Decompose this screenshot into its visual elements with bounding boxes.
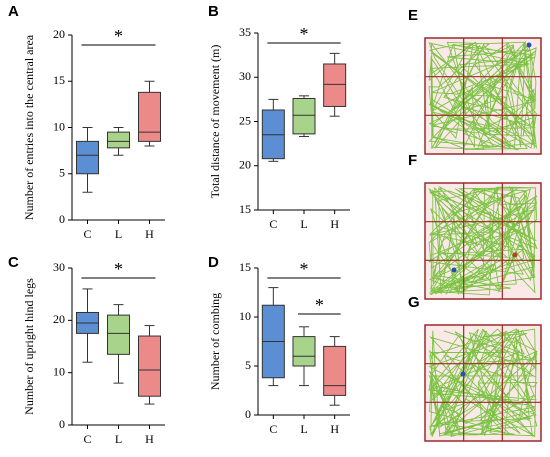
y-tick-label: 10: [53, 364, 65, 378]
x-tick-label: C: [83, 432, 91, 446]
y-tick-label: 20: [53, 27, 65, 41]
track-path: [428, 40, 538, 151]
x-tick-label: L: [115, 227, 122, 241]
y-tick-label: 15: [53, 73, 65, 87]
y-tick-label: 30: [239, 69, 251, 83]
box: [323, 63, 347, 107]
box: [323, 345, 347, 396]
box: [292, 97, 316, 135]
panel-label: C: [8, 254, 19, 271]
x-tick-label: H: [330, 217, 339, 231]
y-tick-label: 5: [59, 166, 65, 180]
y-tick-label: 5: [245, 358, 251, 372]
y-tick-label: 15: [239, 202, 251, 216]
y-tick-label: 20: [53, 312, 65, 326]
track-path: [427, 185, 538, 296]
x-tick-label: H: [145, 227, 154, 241]
y-tick-label: 0: [59, 212, 65, 226]
box: [138, 335, 161, 397]
y-tick-label: 10: [53, 119, 65, 133]
y-tick-label: 20: [239, 158, 251, 172]
y-tick-label: 15: [239, 260, 251, 274]
box: [76, 140, 99, 175]
y-axis-label: Number of upright hind legs: [22, 278, 36, 415]
significance-star: *: [300, 24, 309, 44]
y-axis-label: Number of entries into the central area: [22, 34, 36, 220]
y-tick-label: 30: [53, 260, 65, 274]
track-marker: [526, 42, 532, 48]
y-axis-label: Number of combing: [208, 293, 222, 390]
track-marker: [512, 252, 518, 258]
significance-star: *: [114, 26, 123, 46]
y-tick-label: 10: [239, 309, 251, 323]
box: [138, 91, 161, 142]
box: [107, 131, 130, 149]
significance-star: *: [114, 259, 123, 279]
y-tick-label: 0: [245, 407, 251, 421]
significance-star: *: [300, 259, 309, 279]
x-tick-label: C: [83, 227, 91, 241]
box: [292, 336, 316, 367]
y-tick-label: 25: [239, 113, 251, 127]
panel-label: E: [408, 7, 418, 24]
x-tick-label: L: [300, 217, 307, 231]
x-tick-label: C: [269, 217, 277, 231]
track-marker: [460, 371, 466, 377]
significance-star: *: [315, 295, 324, 315]
panel-label: D: [208, 254, 219, 271]
x-tick-label: C: [269, 422, 277, 436]
y-tick-label: 35: [239, 25, 251, 39]
panel-label: B: [208, 3, 219, 20]
panel-label: F: [408, 152, 417, 169]
y-tick-label: 0: [59, 417, 65, 431]
x-tick-label: L: [300, 422, 307, 436]
track-path: [428, 328, 538, 438]
panel-label: G: [408, 294, 420, 311]
y-axis-label: Total distance of movement (m): [208, 45, 222, 199]
x-tick-label: L: [115, 432, 122, 446]
x-tick-label: H: [145, 432, 154, 446]
track-marker: [451, 267, 457, 273]
x-tick-label: H: [330, 422, 339, 436]
box: [107, 314, 130, 355]
panel-label: A: [8, 3, 19, 20]
